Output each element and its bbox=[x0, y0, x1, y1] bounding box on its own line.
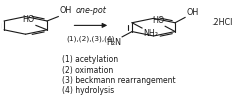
Text: .2HCl: .2HCl bbox=[211, 18, 232, 27]
Text: NH₂: NH₂ bbox=[143, 29, 158, 38]
Text: one-pot: one-pot bbox=[76, 6, 106, 15]
Text: (1) acetylation: (1) acetylation bbox=[62, 55, 118, 64]
Text: (2) oximation: (2) oximation bbox=[62, 66, 113, 74]
Text: OH: OH bbox=[60, 6, 72, 15]
Text: (1),(2),(3),(4): (1),(2),(3),(4) bbox=[66, 36, 115, 42]
Text: H₂N: H₂N bbox=[106, 38, 121, 47]
Text: (3) beckmann rearrangement: (3) beckmann rearrangement bbox=[62, 76, 175, 85]
Text: HO: HO bbox=[152, 16, 164, 25]
Text: HO: HO bbox=[22, 15, 35, 24]
Text: OH: OH bbox=[186, 8, 198, 17]
Text: (4) hydrolysis: (4) hydrolysis bbox=[62, 86, 114, 95]
